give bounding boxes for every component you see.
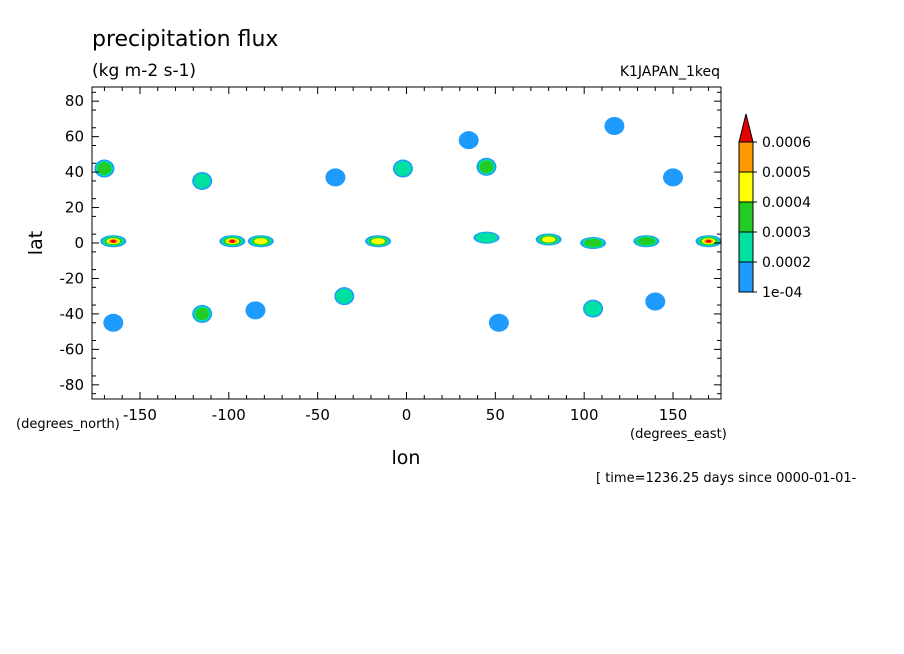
x-units-label: (degrees_east): [630, 427, 727, 442]
plot-area: [91, 86, 722, 400]
colorbar-segment: [738, 171, 754, 203]
contour-level-3: [637, 237, 656, 246]
colorbar: 1e-04 0.0002 0.0003 0.0004 0.0005 0.0006: [738, 113, 811, 301]
contour-level-1: [458, 131, 479, 150]
contour-level-1: [245, 301, 266, 320]
precip-feature: [94, 159, 115, 178]
y-tick-label: -40: [60, 305, 85, 323]
x-tick-label: 0: [402, 406, 412, 424]
contour-level-1: [663, 168, 684, 187]
precip-feature: [633, 235, 660, 248]
precip-feature: [365, 235, 392, 248]
chart-subtitle: (kg m-2 s-1): [92, 61, 196, 81]
precip-feature: [583, 299, 604, 318]
precip-feature: [488, 313, 509, 332]
x-tick-label: 50: [486, 406, 505, 424]
run-label: K1JAPAN_1keq: [620, 64, 720, 80]
contour-level-1: [604, 117, 625, 135]
precip-feature: [219, 235, 246, 248]
precip-feature: [247, 235, 274, 248]
contour-level-1: [103, 313, 124, 332]
colorbar-label: 0.0006: [762, 135, 811, 151]
y-tick-label: 40: [65, 163, 84, 181]
x-tick-label: -150: [123, 406, 157, 424]
precip-feature: [192, 304, 213, 323]
contour-level-3: [584, 238, 602, 248]
precip-feature: [392, 159, 413, 178]
x-tick-label: -50: [305, 406, 330, 424]
precip-feature: [580, 237, 607, 249]
colorbar-segment: [738, 231, 754, 263]
contour-level-6: [229, 239, 235, 243]
contour-level-4: [371, 238, 385, 245]
contour-level-2: [193, 173, 211, 189]
colorbar-extend-arrow: [738, 113, 754, 143]
x-tick-label: 100: [570, 406, 599, 424]
plot-background: [92, 87, 721, 399]
colorbar-label: 1e-04: [762, 285, 802, 301]
precip-feature: [535, 233, 562, 246]
precipitation-contours: [94, 117, 722, 332]
y-tick-label: -80: [60, 376, 85, 394]
contour-level-4: [254, 238, 268, 245]
contour-level-4: [541, 236, 556, 243]
colorbar-segment: [738, 261, 754, 293]
precip-feature: [245, 301, 266, 320]
y-tick-label: 0: [74, 234, 84, 252]
y-tick-label: -60: [60, 340, 85, 358]
precip-feature: [604, 117, 625, 135]
contour-level-1: [325, 168, 346, 187]
contour-level-2: [584, 301, 602, 317]
colorbar-segment: [738, 141, 754, 173]
precip-feature: [476, 157, 497, 176]
y-units-label: (degrees_north): [16, 417, 120, 432]
y-tick-label: 80: [65, 92, 84, 110]
contour-level-6: [110, 239, 116, 243]
x-axis-label: lon: [392, 447, 421, 469]
contour-level-1: [488, 313, 509, 332]
colorbar-label: 0.0002: [762, 255, 811, 271]
time-label: [ time=1236.25 days since 0000-01-01-: [596, 471, 857, 486]
y-tick-label: 60: [65, 128, 84, 146]
y-axis-label: lat: [25, 231, 47, 255]
y-tick-label: -20: [60, 269, 85, 287]
x-tick-labels: -150 -100 -50 0 50 100 150: [123, 406, 687, 424]
contour-level-3: [97, 162, 112, 175]
y-tick-label: 20: [65, 199, 84, 217]
chart-title: precipitation flux: [92, 27, 278, 52]
axis-ticks: [92, 87, 721, 399]
contour-level-3: [479, 160, 494, 173]
precip-feature: [103, 313, 124, 332]
precip-feature: [695, 235, 722, 248]
contour-level-1: [645, 292, 666, 311]
precip-feature: [192, 171, 213, 190]
contour-level-3: [195, 307, 209, 321]
precip-feature: [334, 287, 355, 306]
precip-feature: [663, 168, 684, 187]
contour-level-2: [335, 288, 353, 304]
precip-feature: [100, 235, 127, 248]
x-tick-label: 150: [659, 406, 688, 424]
colorbar-segment: [738, 201, 754, 233]
contour-level-2: [475, 232, 498, 243]
colorbar-label: 0.0005: [762, 165, 811, 181]
precip-feature: [325, 168, 346, 187]
x-tick-label: -100: [212, 406, 246, 424]
contour-level-2: [394, 160, 412, 177]
precip-feature: [458, 131, 479, 150]
precip-feature: [473, 231, 500, 244]
colorbar-label: 0.0003: [762, 225, 811, 241]
precip-feature: [645, 292, 666, 311]
colorbar-label: 0.0004: [762, 195, 811, 211]
contour-level-6: [705, 239, 712, 243]
y-tick-labels: 80 60 40 20 0 -20 -40 -60 -80: [60, 92, 85, 394]
